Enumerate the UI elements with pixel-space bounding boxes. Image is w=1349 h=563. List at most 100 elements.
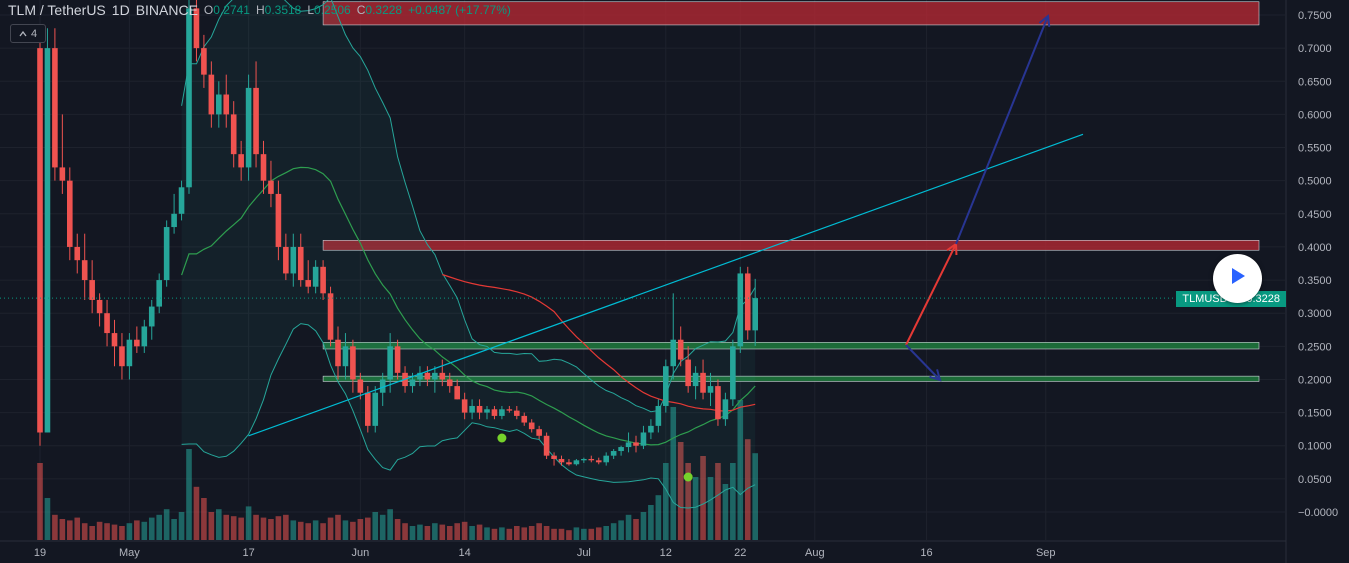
volume-bar [409, 526, 416, 540]
volume-bar [514, 526, 520, 540]
time-tick-label: 14 [459, 547, 471, 559]
volume-bar [178, 512, 185, 540]
volume-bar [424, 526, 431, 540]
candle-body [394, 346, 401, 373]
candle-body [744, 273, 751, 331]
candle-body [89, 280, 95, 300]
price-tick-label: −0.0000 [1298, 507, 1338, 519]
candle-body [737, 273, 744, 347]
candle-body [305, 280, 311, 287]
candle-body [350, 346, 356, 380]
volume-bar [365, 517, 371, 540]
volume-bar [633, 519, 639, 540]
time-tick-label: 12 [660, 547, 672, 559]
candle-body [126, 339, 133, 367]
price-tick-label: 0.1000 [1298, 441, 1332, 453]
volume-bar [730, 463, 736, 540]
volume-bar [715, 463, 721, 540]
volume-bar [96, 521, 103, 540]
volume-bar [186, 449, 192, 540]
candle-body [566, 462, 572, 465]
candle-body [186, 8, 192, 188]
candle-body [461, 399, 468, 413]
candle-body [432, 372, 438, 380]
candle-body [484, 409, 490, 413]
candle-body [327, 293, 334, 340]
volume-bar [134, 520, 140, 540]
indicator-count: 4 [30, 27, 38, 40]
candle-body [476, 405, 483, 413]
candle-body [514, 410, 520, 416]
volume-bar [119, 526, 125, 540]
candle-body [446, 379, 453, 387]
candle-body [365, 392, 371, 426]
close-label: C [356, 3, 366, 17]
candle-body [268, 180, 274, 194]
time-tick-label: 16 [920, 547, 932, 559]
candle-body [208, 74, 215, 115]
volume-bar [260, 517, 267, 540]
time-tick-label: 17 [242, 547, 254, 559]
volume-bar [253, 514, 259, 540]
candle-body [163, 227, 170, 281]
indicators-collapse-button[interactable]: 4 [10, 24, 46, 43]
play-button[interactable] [1213, 254, 1262, 303]
high-value: 0.3518 [264, 3, 302, 17]
candle-body [37, 48, 43, 433]
high-label: H [255, 3, 265, 17]
volume-bar [744, 439, 751, 540]
volume-bar [700, 456, 706, 540]
volume-bar [491, 528, 498, 540]
open-value: 0.2741 [213, 3, 250, 17]
projection-arrow-up [955, 15, 1049, 245]
candle-body [633, 442, 639, 446]
volume-bar [655, 495, 662, 540]
trendline [248, 133, 1084, 437]
candle-body [134, 339, 140, 347]
symbol-label[interactable]: TLM / TetherUS [8, 2, 106, 18]
candle-body [521, 415, 528, 423]
candle-body [230, 114, 237, 155]
candle-body [692, 372, 699, 387]
volume-bar [268, 519, 274, 540]
volume-bar [327, 517, 334, 540]
volume-bar [104, 523, 110, 540]
volume-bar [37, 463, 43, 540]
candle-body [245, 87, 252, 168]
candle-body [253, 87, 259, 155]
projection-arrow-down-head [929, 369, 942, 382]
volume-bar [156, 514, 162, 540]
volume-bar [201, 498, 207, 540]
resistance-zone [322, 240, 1260, 251]
price-tick-label: 0.5000 [1298, 176, 1332, 188]
volume-bar [350, 521, 356, 540]
time-tick-label: 22 [734, 547, 746, 559]
candle-body [238, 154, 244, 168]
volume-bar [387, 509, 393, 540]
candle-body [156, 280, 162, 307]
volume-bar [81, 523, 88, 540]
candle-body [558, 458, 565, 463]
candle-body [677, 339, 684, 360]
volume-bar [692, 477, 699, 540]
volume-bar [230, 516, 237, 540]
volume-bar [663, 463, 669, 540]
candle-body [387, 346, 393, 380]
time-tick-label: Jun [351, 547, 369, 559]
candle-body [379, 379, 386, 393]
volume-bar [625, 514, 632, 540]
volume-bar [193, 486, 200, 540]
volume-bar [335, 514, 341, 540]
volume-bar [648, 505, 654, 540]
volume-bar [67, 520, 73, 540]
change-value: +0.0487 (+17.77%) [408, 3, 511, 17]
moving-average-line [442, 273, 756, 412]
volume-bar [59, 519, 66, 540]
interval-label[interactable]: 1D [111, 2, 130, 18]
candle-body [74, 246, 81, 261]
volume-bar [543, 526, 550, 540]
volume-bar [446, 526, 453, 540]
candle-body [201, 48, 207, 75]
price-tick-label: 0.3000 [1298, 308, 1332, 320]
